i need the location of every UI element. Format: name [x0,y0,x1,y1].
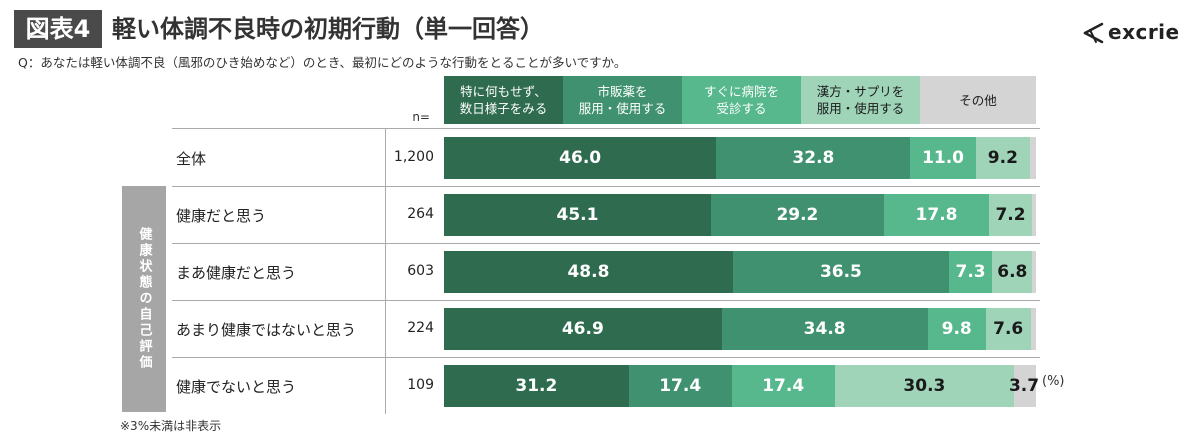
row-n-value: 224 [407,319,434,336]
data-label: 7.3 [955,261,986,282]
survey-question: Q：あなたは軽い体調不良（風邪のひき始めなど）のとき、最初にどのような行動をとる… [18,55,627,70]
data-label: 32.8 [792,147,835,168]
data-label: 31.2 [515,375,558,396]
bar-segment [992,250,1033,293]
bar-segment [444,307,722,350]
row-divider [172,357,1040,358]
bar-segment [883,193,990,236]
legend-item-5: その他 [920,76,1036,124]
self-assessment-text: 健康状態の自己評価 [136,227,152,371]
data-label: 3.7 [1008,375,1040,396]
figure-badge: 図表4 [14,10,102,48]
row-label: まあ健康だと思う [176,263,297,282]
bar-segment [721,307,928,350]
bar-segment [628,364,732,407]
data-label: 46.0 [559,147,602,168]
bar-segment [910,136,976,179]
excrie-mark-icon [1083,22,1104,44]
footnote: ※3%未満は非表示 [120,419,222,433]
bar-segment [1030,307,1036,350]
row-n-value: 603 [407,262,434,279]
row-n-value: 264 [407,205,434,222]
table-rule [172,128,1040,129]
data-label: 9.8 [941,318,972,339]
data-label: 17.4 [659,375,702,396]
data-label: 7.6 [993,318,1024,339]
chart-title: 軽い体調不良時の初期行動（単一回答） [112,15,544,43]
percent-unit: (%) [1042,374,1065,389]
row-label: 全体 [176,149,207,168]
logo-text: excrie [1108,20,1180,44]
row-label: 健康だと思う [176,206,267,225]
n-header: n= [412,110,430,124]
row-divider [172,243,1040,244]
row-divider [172,300,1040,301]
legend-item-1: 特に何もせず、 数日様子をみる [444,76,563,124]
bar-segment [834,364,1015,407]
data-label: 36.5 [819,261,862,282]
bar-segment [975,136,1031,179]
bar-segment [1031,193,1036,236]
row-label: 健康でないと思う [176,377,297,396]
column-rule [385,128,386,414]
legend-item-4: 漢方・サプリを 服用・使用する [801,76,920,124]
bar-segment [1014,364,1036,407]
bar-segment [716,136,911,179]
data-label: 46.9 [561,318,604,339]
data-label: 45.1 [556,204,599,225]
bar-segment [731,364,835,407]
data-label: 9.2 [987,147,1018,168]
bar-segment [927,307,986,350]
bar-segment [1030,136,1036,179]
data-label: 11.0 [922,147,965,168]
row-n-value: 109 [407,376,434,393]
row-label: あまり健康ではないと思う [176,320,357,339]
data-label: 34.8 [803,318,846,339]
row-divider [172,186,1040,187]
row-n-value: 1,200 [393,148,434,165]
brand-logo: excrie [1082,18,1192,50]
bar-segment [1032,250,1036,293]
bar-segment [444,364,629,407]
legend-item-2: 市販薬を 服用・使用する [563,76,682,124]
bar-segment [989,193,1032,236]
data-label: 30.3 [903,375,946,396]
data-label: 6.8 [997,261,1028,282]
data-label: 29.2 [776,204,819,225]
bar-segment [985,307,1031,350]
data-label: 17.8 [915,204,958,225]
bar-segment [444,136,717,179]
bar-segment [732,250,949,293]
self-assessment-label: 健康状態の自己評価 [122,186,166,412]
bar-segment [444,250,733,293]
bar-segment [710,193,884,236]
data-label: 7.2 [995,204,1026,225]
bar-segment [444,193,711,236]
legend-item-3: すぐに病院を 受診する [682,76,801,124]
data-label: 48.8 [567,261,610,282]
bar-segment [948,250,993,293]
data-label: 17.4 [762,375,805,396]
